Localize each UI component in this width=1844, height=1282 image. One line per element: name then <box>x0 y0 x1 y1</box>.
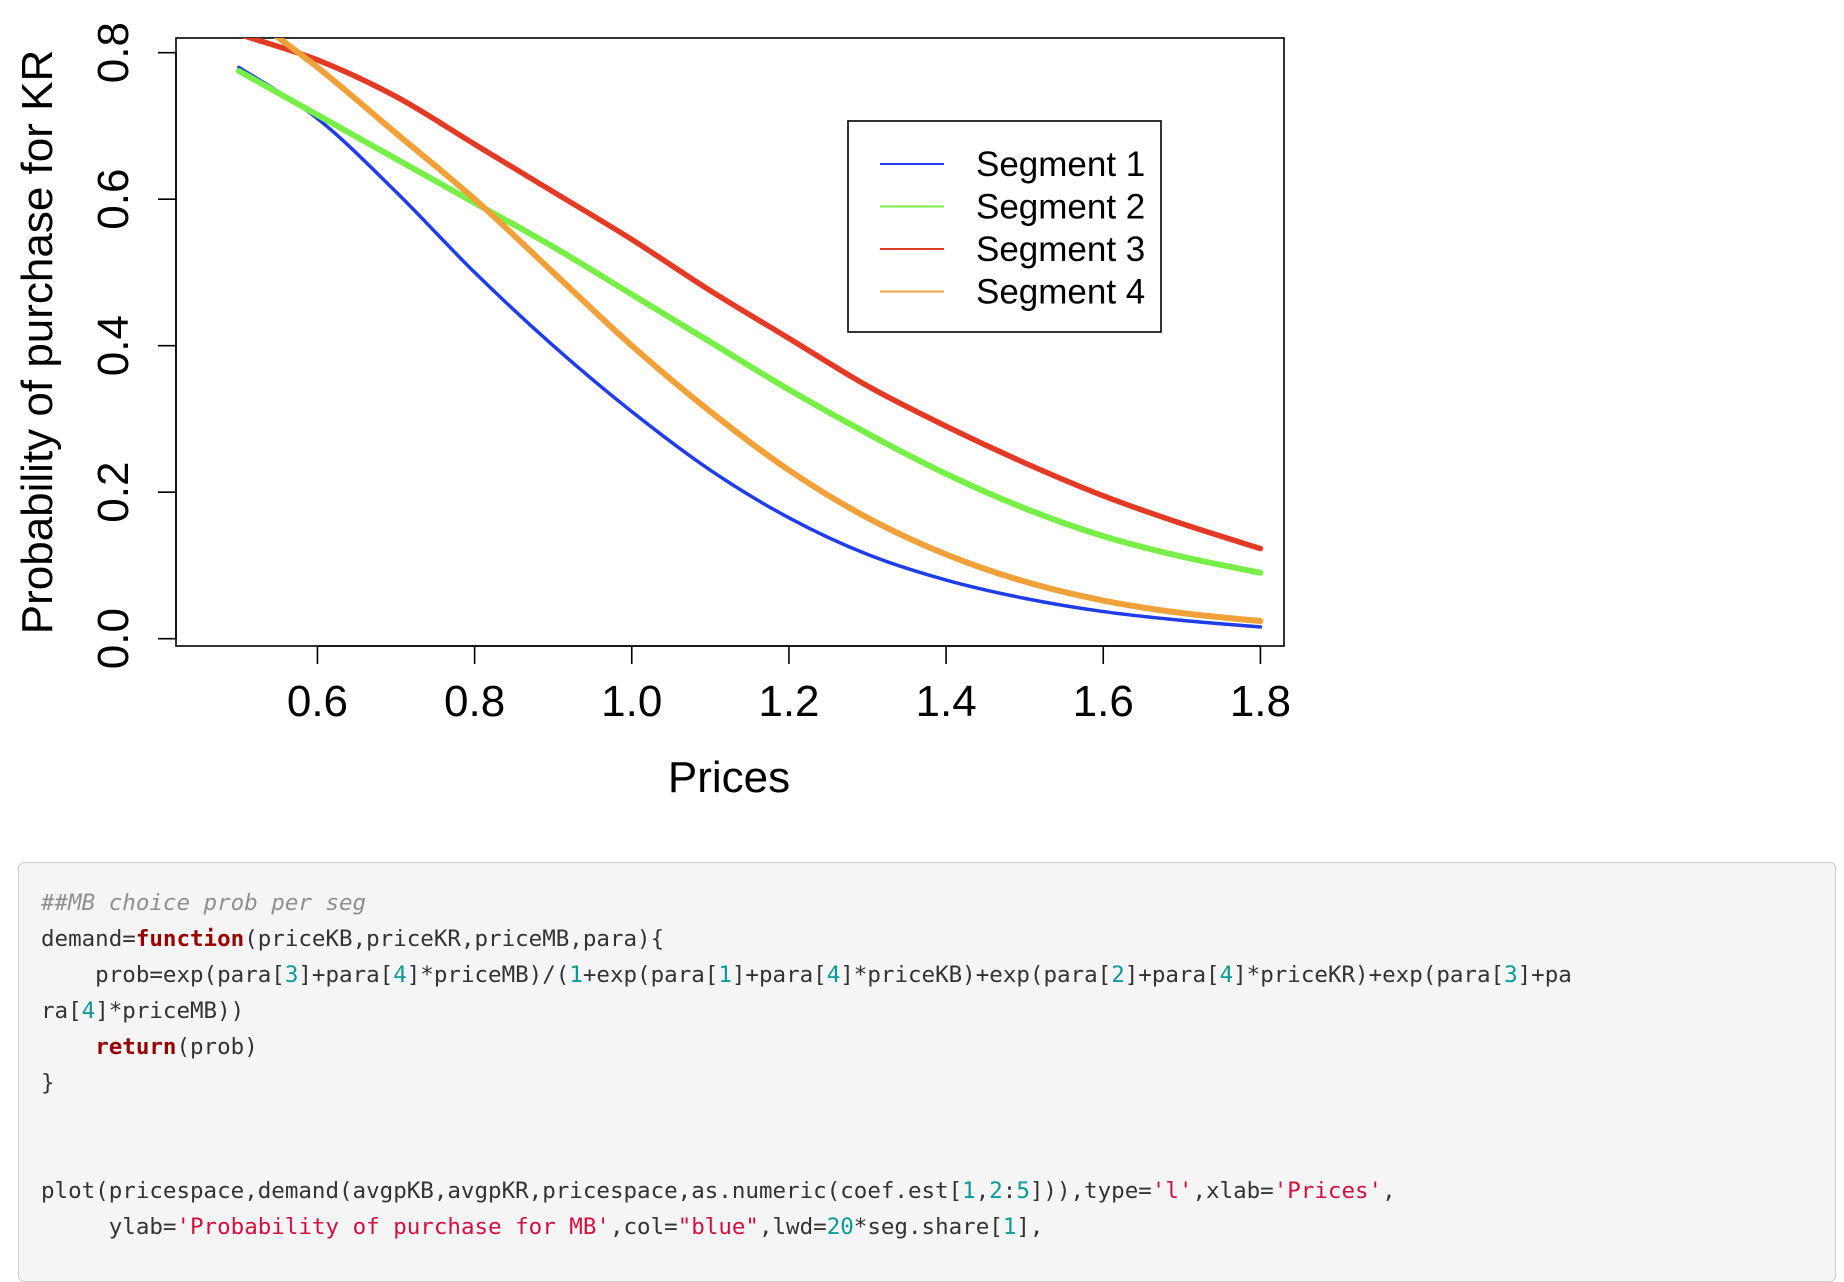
code-token: 4 <box>81 998 96 1024</box>
chart-area: 0.6 0.8 1.0 1.2 1.4 1.6 1.8 0.0 0.2 0.4 0.6 0.8 Pr… <box>13 22 1291 802</box>
legend-label: Segment 1 <box>976 145 1145 184</box>
code-token: 2 <box>1111 962 1125 988</box>
code-line: prob=exp(para[3]+para[4]*priceMB)/(1+exp… <box>41 957 1813 993</box>
series-line-2 <box>235 67 1264 576</box>
code-line: ra[4]*priceMB)) <box>41 993 1813 1029</box>
y-axis-label: Probability of purchase for KR <box>13 50 62 635</box>
code-line: } <box>41 1065 1813 1101</box>
code-token: (priceKB,priceKR,priceMB,para){ <box>244 926 665 952</box>
code-token: 3 <box>284 962 299 988</box>
code-token: 5 <box>1016 1178 1030 1204</box>
code-line: ylab='Probability of purchase for MB',co… <box>41 1209 1813 1245</box>
x-tick-label: 1.4 <box>916 677 977 726</box>
code-token: prob=exp(para[ <box>41 962 285 988</box>
code-token: 1 <box>569 962 583 988</box>
series-line-3 <box>241 38 1264 552</box>
code-token: ], <box>1016 1214 1044 1240</box>
code-token: 1 <box>962 1178 976 1204</box>
code-token: ]*priceKB)+exp(para[ <box>840 962 1112 988</box>
code-line: plot(pricespace,demand(avgpKB,avgpKR,pri… <box>41 1173 1813 1209</box>
code-token: ]+para[ <box>298 962 394 988</box>
y-tick-label: 0.8 <box>89 22 138 83</box>
code-token: function <box>135 926 245 952</box>
code-token: 'Prices' <box>1273 1178 1383 1204</box>
code-token: 4 <box>393 962 407 988</box>
code-token: ]*priceMB)) <box>95 998 245 1024</box>
code-token: ])),type= <box>1029 1178 1152 1204</box>
x-tick-label: 1.6 <box>1073 677 1134 726</box>
code-token: } <box>41 1070 55 1096</box>
code-token: 20 <box>826 1214 854 1240</box>
y-tick-label: 0.4 <box>89 315 138 376</box>
code-token: ra[ <box>41 998 82 1024</box>
code-block: ##MB choice prob per seg demand=function(… <box>18 862 1836 1282</box>
code-token: 'Probability of purchase for MB' <box>176 1214 610 1240</box>
code-token: ylab= <box>41 1214 177 1240</box>
code-token: plot(pricespace,demand(avgpKB,avgpKR,pri… <box>41 1178 963 1204</box>
code-line: return(prob) <box>41 1029 1813 1065</box>
x-tick-label: 1.0 <box>601 677 662 726</box>
x-axis-label: Prices <box>668 753 790 802</box>
code-token: ]*priceKR)+exp(para[ <box>1233 962 1505 988</box>
code-token: 1 <box>1002 1214 1017 1240</box>
code-token: return <box>95 1034 177 1060</box>
x-tick-label: 1.2 <box>758 677 819 726</box>
x-tick-label: 0.8 <box>444 677 505 726</box>
code-token <box>41 1034 95 1060</box>
series-lines <box>235 38 1264 629</box>
code-token: , <box>975 1178 990 1204</box>
x-axis: 0.6 0.8 1.0 1.2 1.4 1.6 1.8 <box>287 645 1291 726</box>
code-token: *seg.share[ <box>853 1214 1003 1240</box>
series-line-4 <box>273 38 1264 625</box>
line-chart: 0.6 0.8 1.0 1.2 1.4 1.6 1.8 0.0 0.2 0.4 0.6 0.8 Pr… <box>13 22 1291 802</box>
legend-label: Segment 3 <box>976 230 1145 269</box>
x-tick-label: 1.8 <box>1230 677 1291 726</box>
code-line <box>41 1137 1813 1173</box>
code-token: 1 <box>718 962 732 988</box>
y-axis: 0.0 0.2 0.4 0.6 0.8 <box>89 22 177 669</box>
code-token: : <box>1002 1178 1017 1204</box>
code-token: 2 <box>989 1178 1003 1204</box>
code-token: 3 <box>1504 962 1518 988</box>
code-token: ,col= <box>609 1214 678 1240</box>
code-token: ##MB choice prob per seg <box>41 890 367 916</box>
code-token: 4 <box>1219 962 1234 988</box>
code-token: ,xlab= <box>1192 1178 1274 1204</box>
legend-label: Segment 4 <box>976 273 1145 312</box>
code-token: (prob) <box>176 1034 258 1060</box>
code-line: demand=function(priceKB,priceKR,priceMB,… <box>41 921 1813 957</box>
series-line-1 <box>237 65 1263 629</box>
y-tick-label: 0.0 <box>89 608 138 669</box>
code-token: ]+para[ <box>1124 962 1220 988</box>
code-token: ]*priceMB)/( <box>406 962 570 988</box>
code-token: ]+pa <box>1517 962 1572 988</box>
code-token: demand= <box>41 926 136 952</box>
code-line: ##MB choice prob per seg <box>41 885 1813 921</box>
y-tick-label: 0.6 <box>89 169 138 230</box>
code-line <box>41 1101 1813 1137</box>
code-token: 'l' <box>1151 1178 1193 1204</box>
legend-label: Segment 2 <box>976 188 1145 227</box>
code-token: ,lwd= <box>758 1214 827 1240</box>
code-token: ]+para[ <box>731 962 827 988</box>
y-tick-label: 0.2 <box>89 462 138 523</box>
code-token: +exp(para[ <box>582 962 719 988</box>
x-tick-label: 0.6 <box>287 677 348 726</box>
code-token: "blue" <box>677 1214 759 1240</box>
legend-box <box>847 120 1162 333</box>
code-token: 4 <box>826 962 841 988</box>
code-token: , <box>1382 1178 1396 1204</box>
